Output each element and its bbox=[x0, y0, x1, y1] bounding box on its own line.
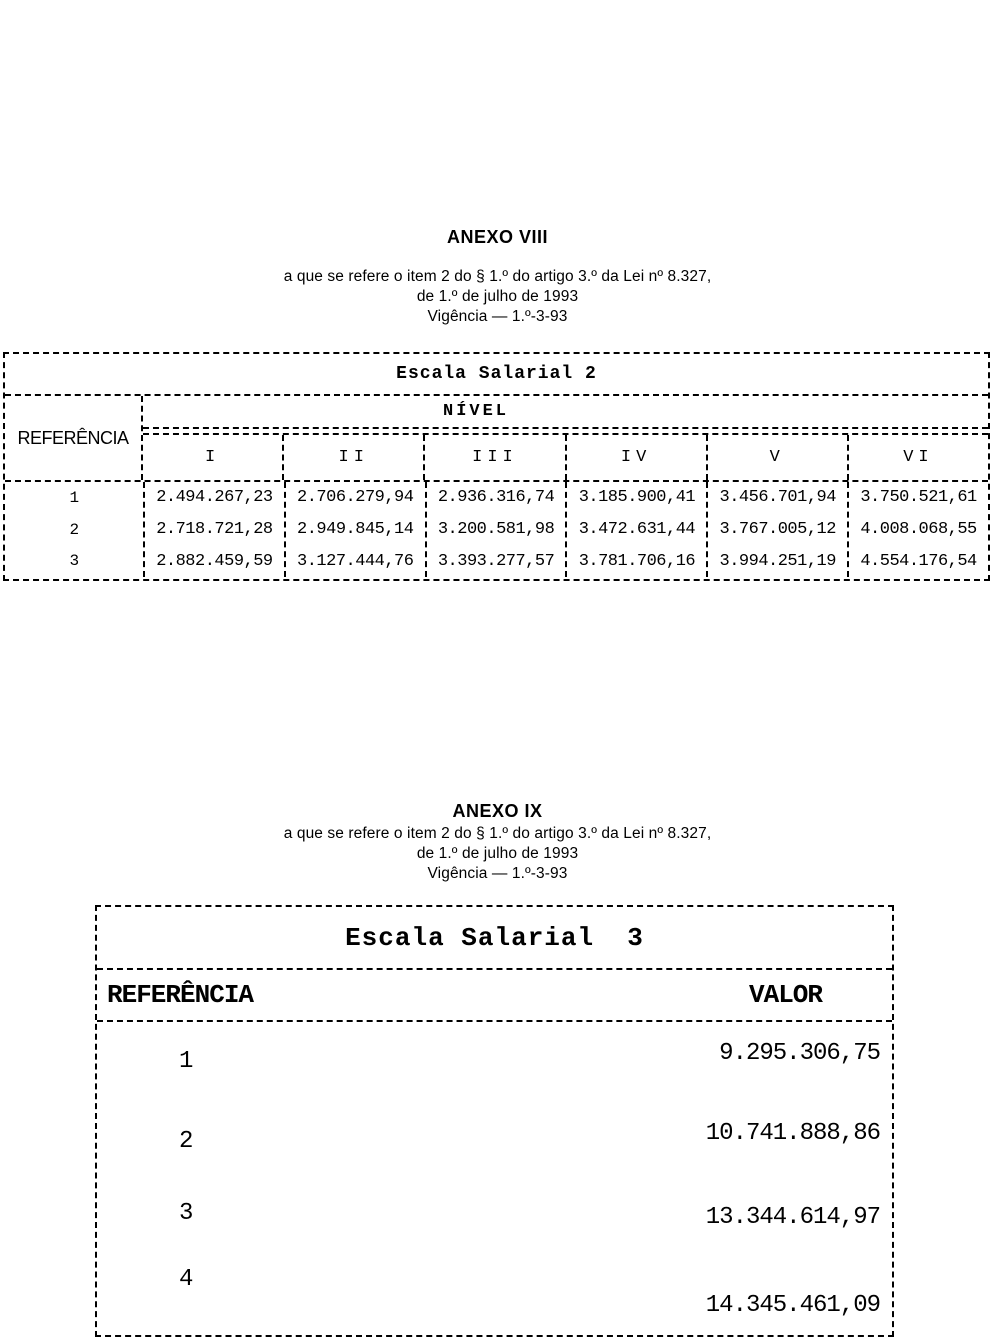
table1-data: 1 2 3 2.494.267,23 2.718.721,28 2.882.45… bbox=[5, 480, 988, 577]
table-cell: 2.494.267,23 bbox=[156, 488, 273, 508]
table1-column-iii: 2.936.316,74 3.200.581,98 3.393.277,57 bbox=[424, 482, 566, 577]
table-row: 4 14.345.461,09 bbox=[97, 1257, 892, 1335]
table1-title: Escala Salarial 2 bbox=[5, 354, 988, 396]
table1-referencia-header: REFERÊNCIA bbox=[5, 396, 143, 480]
table-cell: 10.741.888,86 bbox=[705, 1119, 881, 1147]
table1-column-ii: 2.706.279,94 2.949.845,14 3.127.444,76 bbox=[283, 482, 425, 577]
table-cell: 3.767.005,12 bbox=[719, 520, 837, 539]
table-cell: 2.936.316,74 bbox=[437, 488, 555, 508]
table-cell: 3.456.701,94 bbox=[719, 488, 837, 508]
table1-referencia-column: 1 2 3 bbox=[5, 482, 143, 577]
anexo-ix-title: ANEXO IX bbox=[452, 801, 543, 821]
anexo-ix-subtitle: a que se refere o item 2 do § 1.º do art… bbox=[0, 824, 995, 884]
table-cell: 2.706.279,94 bbox=[297, 488, 414, 508]
anexo-ix-subtitle-line-1: a que se refere o item 2 do § 1.º do art… bbox=[283, 825, 712, 842]
level-header-iv: IV bbox=[564, 435, 706, 480]
table-cell: 3.200.581,98 bbox=[437, 520, 555, 539]
table-cell: 2 bbox=[179, 1127, 193, 1155]
level-header-i: I bbox=[204, 448, 221, 467]
table-cell: 2.718.721,28 bbox=[156, 520, 273, 539]
anexo-viii-subtitle-line-2: de 1.º de julho de 1993 bbox=[416, 288, 579, 305]
level-header-ii: II bbox=[282, 435, 423, 480]
table-cell: 3.994.251,19 bbox=[719, 551, 837, 571]
table-cell: 1 bbox=[69, 488, 79, 507]
table1-column-i: 2.494.267,23 2.718.721,28 2.882.459,59 bbox=[143, 482, 284, 577]
anexo-ix-subtitle-line-2: de 1.º de julho de 1993 bbox=[416, 845, 579, 862]
table1-level-headers: I II III IV V VI bbox=[143, 433, 988, 480]
table-cell: 3.781.706,16 bbox=[578, 551, 696, 571]
table-cell: 2.949.845,14 bbox=[297, 520, 414, 539]
table-cell: 3.127.444,76 bbox=[297, 551, 414, 571]
table1-nivel-header: NÍVEL bbox=[143, 396, 988, 429]
table-row: 3 13.344.614,97 bbox=[97, 1179, 892, 1257]
table2-title: Escala Salarial 3 bbox=[97, 907, 892, 970]
table-cell: 2 bbox=[69, 520, 79, 539]
anexo-ix-subtitle-line-3: Vigência — 1.º-3-93 bbox=[427, 865, 568, 882]
table-cell: 3.185.900,41 bbox=[578, 488, 696, 508]
table-cell: 3 bbox=[179, 1200, 193, 1228]
table1-column-iv: 3.185.900,41 3.472.631,44 3.781.706,16 bbox=[565, 482, 706, 577]
level-header-vi: VI bbox=[846, 435, 988, 480]
table-cell: 3.472.631,44 bbox=[578, 520, 696, 539]
table-cell: 14.345.461,09 bbox=[705, 1292, 881, 1320]
table2-referencia-header: REFERÊNCIA bbox=[107, 980, 254, 1010]
table2-data: 1 9.295.306,75 2 10.741.888,86 3 13.344.… bbox=[97, 1022, 892, 1335]
anexo-viii-subtitle: a que se refere o item 2 do § 1.º do art… bbox=[0, 267, 995, 327]
table1-header: REFERÊNCIA NÍVEL I II III IV V VI bbox=[5, 396, 988, 480]
table1-nivel-group: NÍVEL I II III IV V VI bbox=[143, 396, 988, 480]
table-cell: 2.882.459,59 bbox=[156, 551, 273, 571]
table-cell: 9.295.306,75 bbox=[719, 1039, 881, 1067]
table-cell: 4.554.176,54 bbox=[860, 551, 977, 571]
escala-salarial-3-table: Escala Salarial 3 REFERÊNCIA VALOR 1 9.2… bbox=[95, 905, 894, 1337]
table-cell: 3 bbox=[69, 552, 79, 571]
anexo-viii-subtitle-line-1: a que se refere o item 2 do § 1.º do art… bbox=[283, 268, 712, 285]
table-cell: 3.393.277,57 bbox=[437, 551, 555, 571]
table2-header: REFERÊNCIA VALOR bbox=[97, 970, 892, 1022]
anexo-viii-subtitle-line-3: Vigência — 1.º-3-93 bbox=[427, 308, 568, 325]
anexo-viii-title: ANEXO VIII bbox=[446, 227, 549, 247]
table-cell: 4.008.068,55 bbox=[860, 520, 977, 539]
table-cell: 3.750.521,61 bbox=[860, 488, 977, 508]
level-header-iii: III bbox=[423, 435, 564, 480]
table1-column-vi: 3.750.521,61 4.008.068,55 4.554.176,54 bbox=[847, 482, 988, 577]
table1-column-v: 3.456.701,94 3.767.005,12 3.994.251,19 bbox=[706, 482, 847, 577]
table-cell: 4 bbox=[179, 1266, 193, 1294]
table-row: 1 9.295.306,75 bbox=[97, 1022, 892, 1100]
table-row: 2 10.741.888,86 bbox=[97, 1100, 892, 1178]
table-cell: 13.344.614,97 bbox=[705, 1204, 881, 1232]
escala-salarial-2-table: Escala Salarial 2 REFERÊNCIA NÍVEL I II … bbox=[3, 352, 990, 581]
level-header-v: V bbox=[705, 435, 847, 480]
table2-valor-header: VALOR bbox=[748, 980, 823, 1010]
table-cell: 1 bbox=[179, 1047, 193, 1075]
